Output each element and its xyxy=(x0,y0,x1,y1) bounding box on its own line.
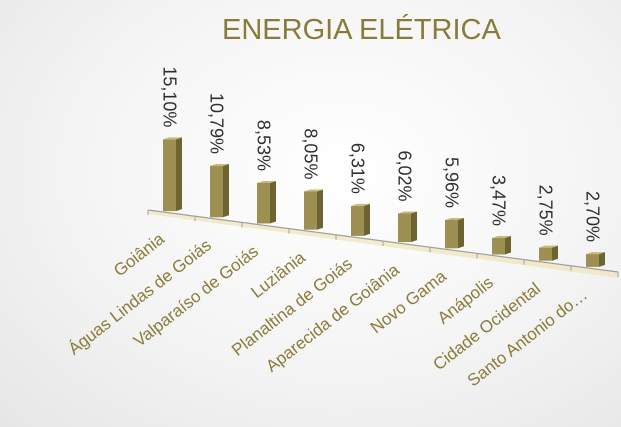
data-label: 6,31% xyxy=(348,143,368,194)
bar-front xyxy=(398,213,411,243)
bar-front xyxy=(586,254,599,267)
bar-side xyxy=(599,252,605,267)
bar-front xyxy=(304,191,317,230)
data-label: 2,75% xyxy=(536,185,556,236)
bar-front xyxy=(539,247,552,261)
bar-side xyxy=(223,164,229,218)
data-label: 10,79% xyxy=(207,93,227,154)
bar-top xyxy=(304,189,323,192)
bar-front xyxy=(492,238,505,255)
bar-front xyxy=(257,182,270,224)
data-label: 8,05% xyxy=(301,128,321,179)
bar-series xyxy=(163,137,605,267)
data-label: 3,47% xyxy=(489,175,509,226)
bar-top xyxy=(398,211,417,214)
bar-side xyxy=(505,236,511,255)
bar-side xyxy=(552,245,558,261)
bar-top xyxy=(586,252,605,255)
category-axis xyxy=(147,209,619,277)
data-label: 2,70% xyxy=(583,191,603,242)
bar-side xyxy=(317,189,323,230)
bar-top xyxy=(351,203,370,206)
data-label: 8,53% xyxy=(254,120,274,171)
bar-side xyxy=(364,203,370,236)
bar-top xyxy=(210,164,229,167)
data-labels: 15,10% 10,79% 8,53% 8,05% 6,31% 6,02% 5,96% 3,4… xyxy=(160,66,603,242)
bar-top xyxy=(163,137,182,140)
data-label: 6,02% xyxy=(395,150,415,201)
bar-side xyxy=(176,137,182,212)
bar-front xyxy=(210,166,223,218)
bar-side xyxy=(411,211,417,243)
bar-top xyxy=(445,217,464,220)
bar-front xyxy=(351,205,364,236)
chart-title: ENERGIA ELÉTRICA xyxy=(222,14,501,46)
bar-top xyxy=(492,236,511,239)
bar-top xyxy=(257,180,276,183)
bar-front xyxy=(445,219,458,249)
data-label: 5,96% xyxy=(442,157,462,208)
bar-side xyxy=(458,217,464,249)
bar-top xyxy=(539,245,558,248)
bar-front xyxy=(163,139,176,212)
bar-side xyxy=(270,180,276,224)
data-label: 15,10% xyxy=(160,66,180,127)
